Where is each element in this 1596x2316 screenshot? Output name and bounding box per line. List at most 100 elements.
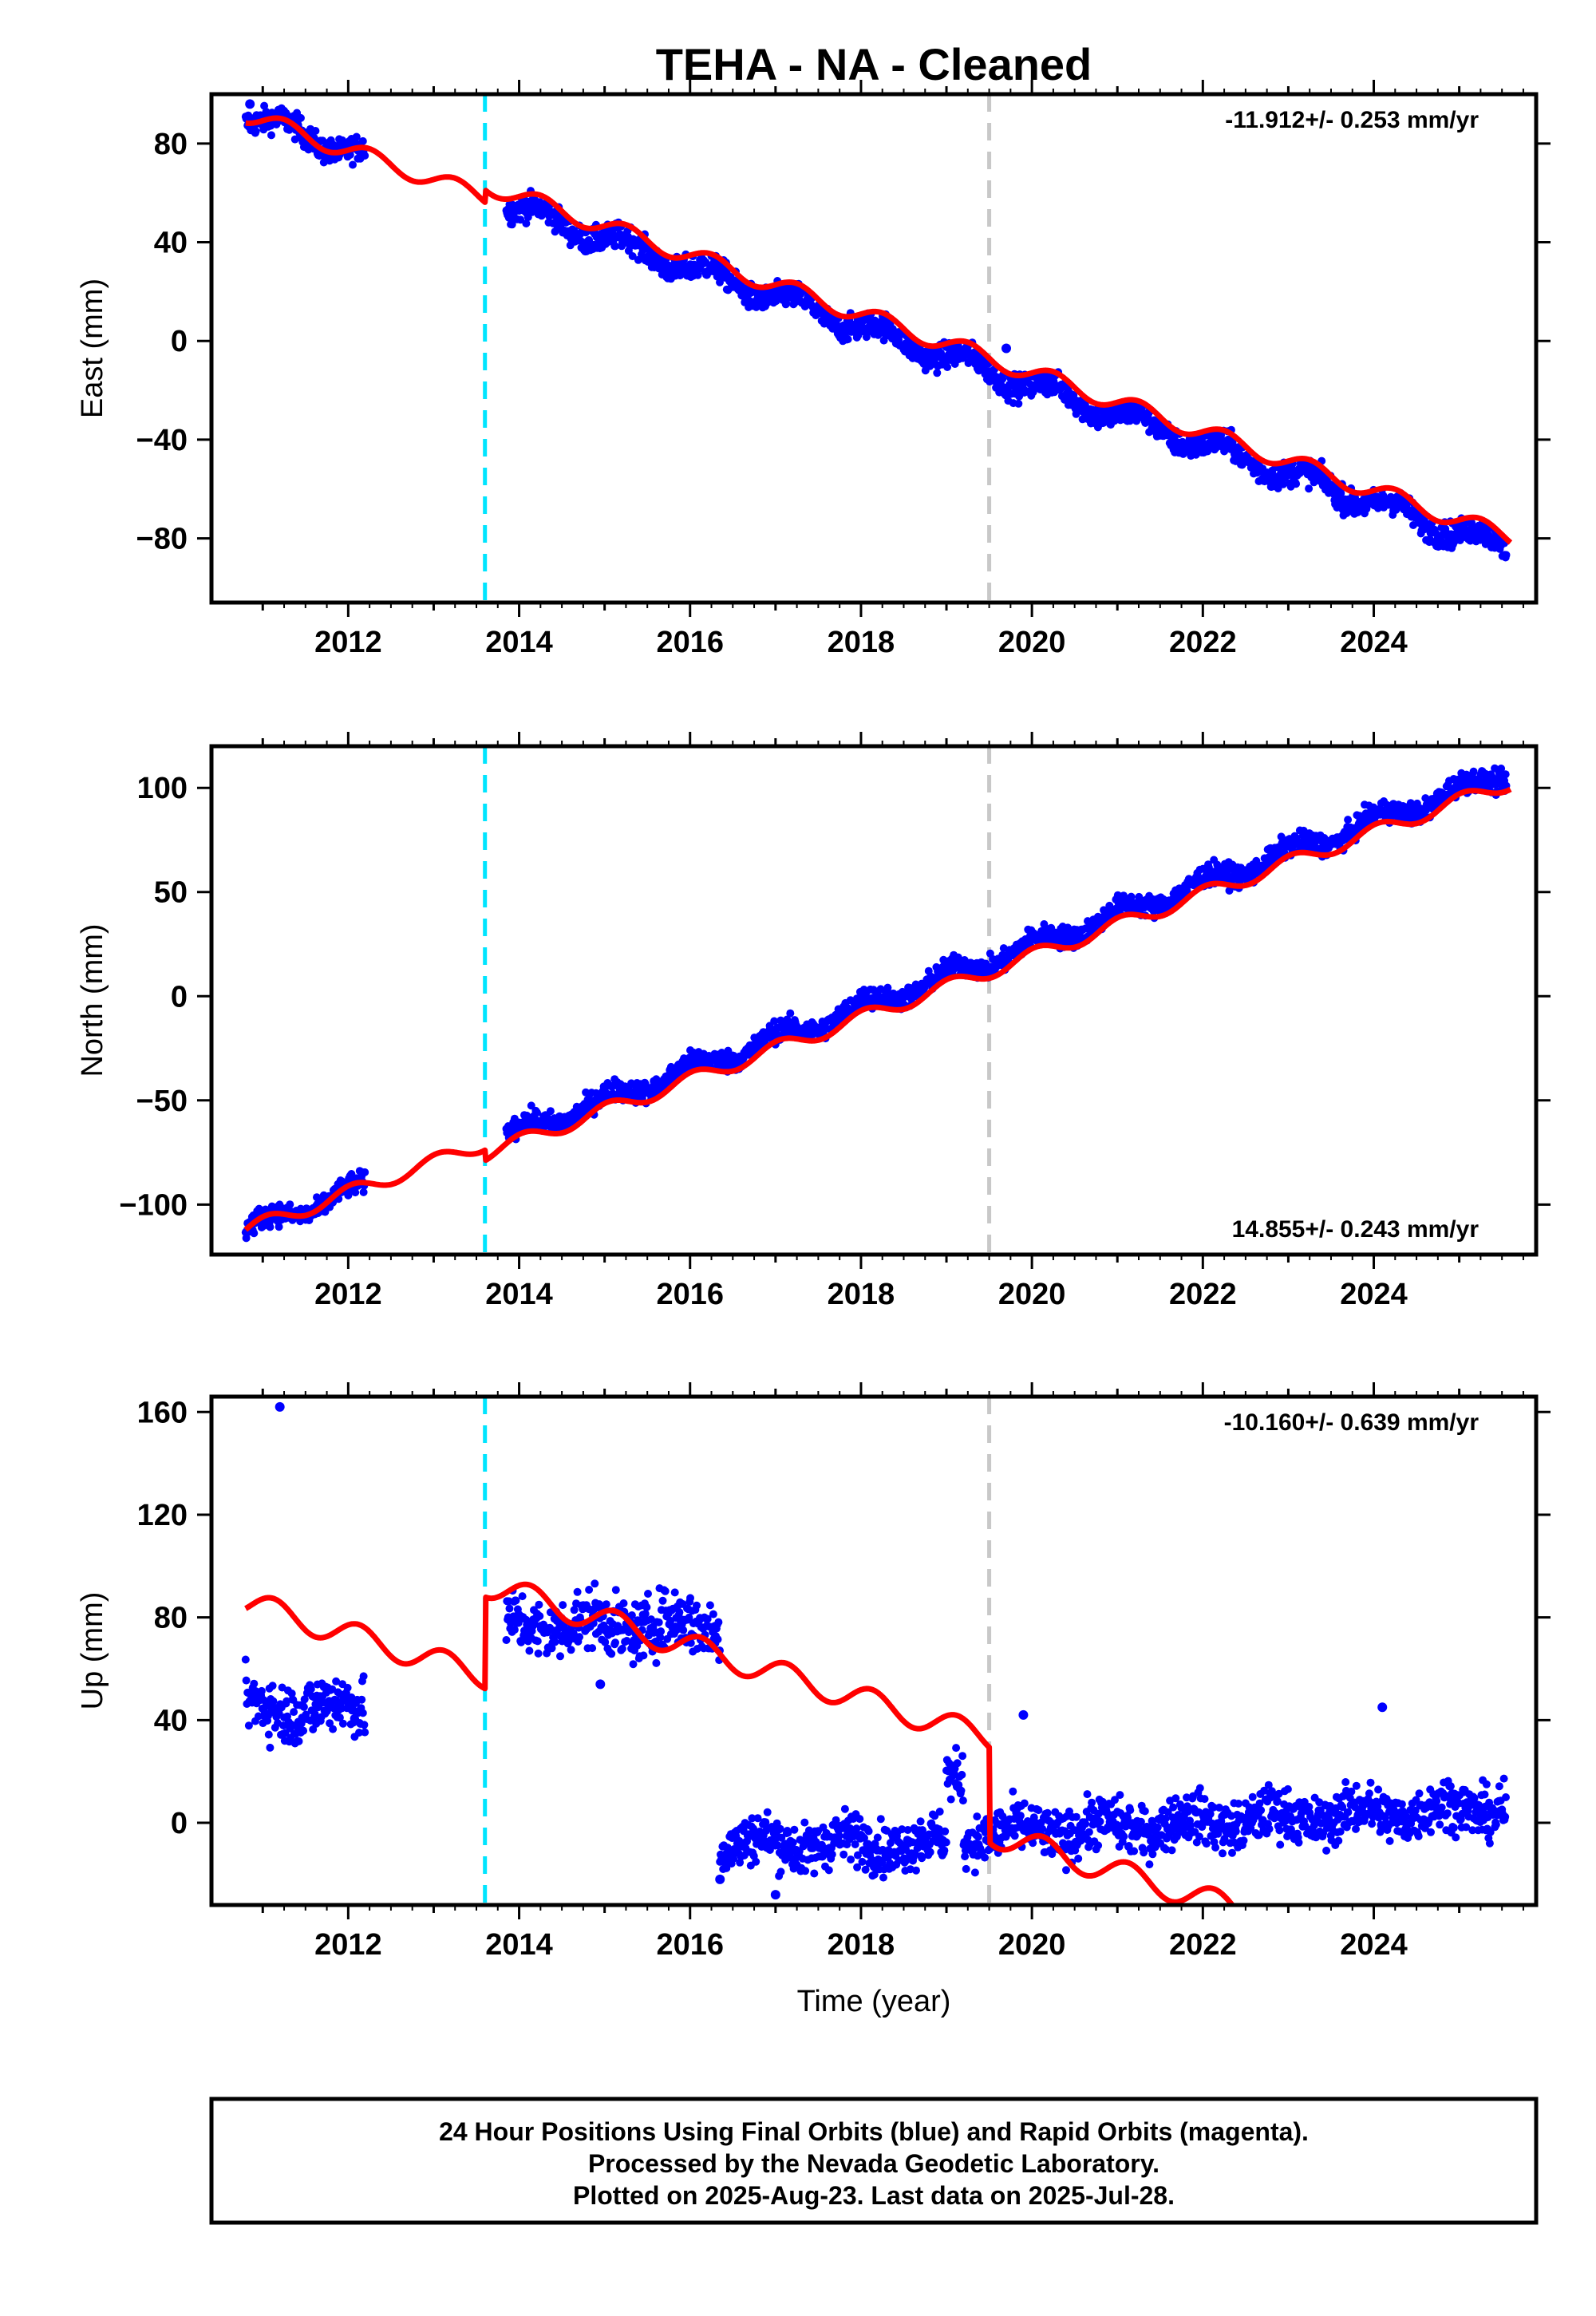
data-point (533, 1109, 541, 1117)
data-point (776, 1824, 784, 1833)
data-point (852, 1824, 861, 1833)
data-point (268, 1682, 277, 1690)
data-point (335, 1713, 344, 1722)
rate-label: -11.912+/- 0.253 mm/yr (1225, 107, 1479, 133)
data-point (940, 1846, 949, 1855)
data-point (641, 1610, 650, 1618)
data-point (855, 1815, 864, 1824)
data-point (359, 1672, 368, 1681)
data-point (518, 1592, 527, 1601)
figure-title: TEHA - NA - Cleaned (656, 39, 1092, 89)
data-point (824, 1866, 833, 1875)
data-point (864, 1827, 873, 1836)
data-point (287, 1690, 296, 1697)
data-point (1072, 1812, 1080, 1821)
data-point (250, 1229, 259, 1238)
data-point (1016, 1812, 1025, 1820)
data-point (703, 1614, 712, 1623)
data-point (828, 1850, 836, 1859)
data-point (973, 1812, 982, 1821)
data-point (835, 1832, 843, 1840)
y-axis-label: East (mm) (76, 279, 109, 418)
data-point (242, 1676, 251, 1685)
plot-area (241, 94, 1513, 603)
data-point (1010, 1832, 1019, 1840)
data-point (573, 1587, 582, 1596)
y-tick-label: 0 (171, 980, 188, 1014)
data-point (351, 1188, 360, 1197)
data-point (629, 1660, 638, 1669)
data-point (861, 1865, 870, 1874)
data-point (361, 1168, 369, 1176)
data-point (266, 1743, 275, 1752)
data-point (627, 1611, 636, 1619)
up-panel: 2012 2014 2016 2018 2020 2022 202416012080400U… (76, 1382, 1551, 1962)
data-point (998, 1812, 1007, 1820)
data-point (918, 1854, 926, 1863)
data-point (782, 299, 791, 308)
data-point (525, 1646, 534, 1655)
data-point (763, 1808, 772, 1816)
data-point (1083, 1790, 1092, 1799)
data-point (575, 1633, 584, 1642)
x-tick-label: 2018 (828, 626, 895, 659)
data-point (777, 1833, 786, 1842)
data-point (527, 1101, 535, 1110)
outlier-point (1001, 343, 1011, 354)
data-point (567, 1646, 575, 1654)
data-point (1096, 1817, 1104, 1826)
data-point (903, 1826, 912, 1834)
data-point (722, 1863, 731, 1872)
data-point (1501, 770, 1510, 779)
data-point (644, 1590, 652, 1598)
data-point (970, 1868, 979, 1877)
data-point (267, 131, 275, 140)
data-point (776, 1867, 785, 1876)
data-point (618, 1644, 626, 1653)
data-point (343, 1683, 352, 1692)
data-point (551, 1638, 559, 1646)
data-point (1074, 1854, 1083, 1863)
plot-area (241, 1397, 1510, 1905)
data-point (656, 1633, 665, 1642)
rate-label: 14.855+/- 0.243 mm/yr (1232, 1216, 1479, 1243)
data-points (241, 1401, 1510, 1900)
data-point (516, 215, 525, 224)
outlier-point (245, 99, 255, 109)
data-point (788, 1838, 797, 1847)
y-tick-label: −50 (136, 1085, 188, 1118)
data-point (1084, 1828, 1093, 1836)
data-point (505, 1604, 514, 1613)
data-point (840, 1804, 849, 1813)
data-point (670, 1588, 679, 1597)
data-point (241, 1655, 250, 1664)
x-tick-label: 2014 (485, 626, 553, 659)
data-point (1136, 1817, 1145, 1826)
data-point (770, 1017, 779, 1026)
data-point (264, 1730, 273, 1739)
x-tick-label: 2020 (998, 626, 1066, 659)
data-point (619, 1599, 628, 1607)
data-point (748, 1814, 757, 1823)
y-tick-label: 80 (154, 128, 188, 161)
data-point (941, 1827, 950, 1836)
data-point (705, 1601, 714, 1610)
data-point (290, 135, 299, 144)
data-point (943, 363, 952, 371)
data-point (962, 1864, 970, 1873)
data-point (883, 983, 892, 992)
data-point (974, 1832, 982, 1841)
x-tick-label: 2024 (1340, 626, 1408, 659)
data-point (753, 1814, 762, 1823)
data-point (1502, 551, 1511, 559)
data-point (1048, 1850, 1057, 1859)
data-point (502, 1636, 511, 1644)
data-point (306, 1685, 315, 1694)
data-point (1337, 488, 1345, 497)
data-point (311, 127, 320, 135)
data-point (1009, 1787, 1017, 1796)
x-tick-label: 2022 (1169, 626, 1237, 659)
data-point (713, 1635, 722, 1644)
y-tick-label: −80 (136, 523, 188, 556)
data-point (958, 1770, 966, 1779)
